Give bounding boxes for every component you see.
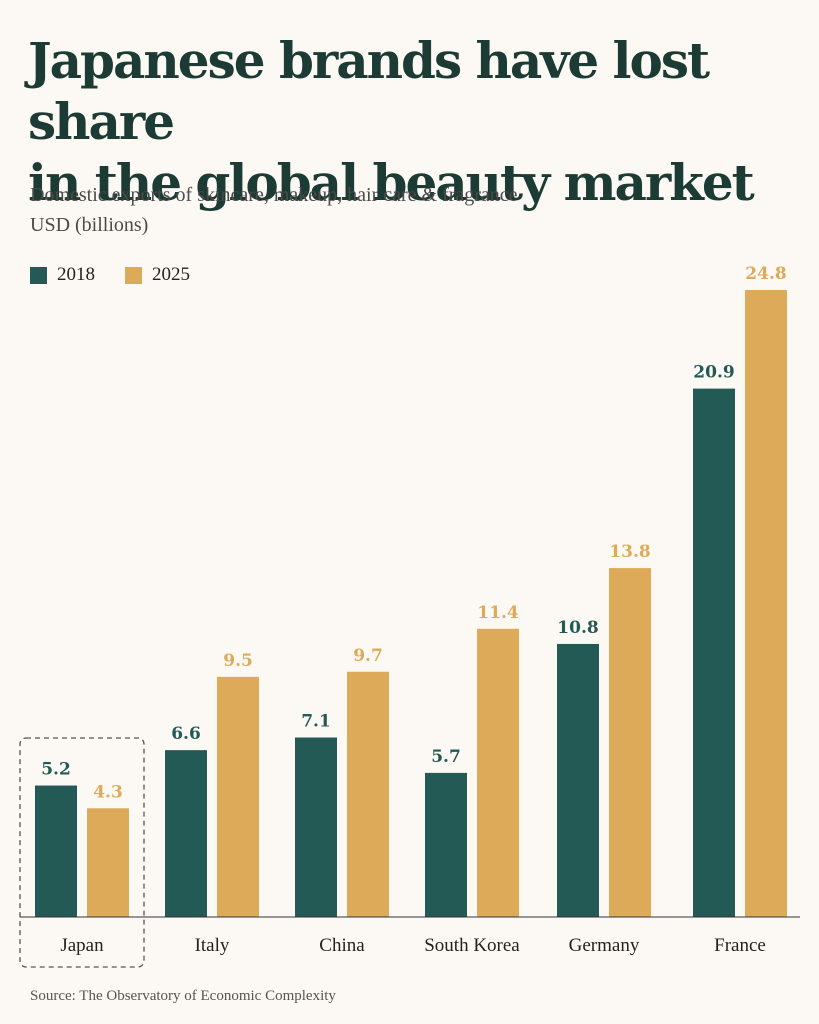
bar-italy-2025 xyxy=(217,676,259,917)
data-label-germany-2025: 13.8 xyxy=(609,542,650,562)
category-label-germany: Germany xyxy=(569,935,640,956)
data-label-germany-2018: 10.8 xyxy=(557,618,598,638)
bar-china-2018 xyxy=(295,737,337,917)
bar-japan-2018 xyxy=(35,785,77,917)
bar-south-korea-2025 xyxy=(477,628,519,917)
category-label-south-korea: South Korea xyxy=(424,935,520,956)
data-label-italy-2025: 9.5 xyxy=(223,651,253,671)
bar-south-korea-2018 xyxy=(425,772,467,917)
legend-label-2018: 2018 xyxy=(57,264,95,285)
subtitle-line-2: USD (billions) xyxy=(30,214,149,236)
bar-germany-2025 xyxy=(609,568,651,917)
data-label-japan-2025: 4.3 xyxy=(93,782,123,802)
legend-swatch-2025 xyxy=(125,266,142,284)
chart-title: Japanese brands have lost share in the g… xyxy=(28,30,818,213)
chart-legend: 2018 2025 xyxy=(30,264,220,286)
data-label-italy-2018: 6.6 xyxy=(171,724,201,744)
bar-italy-2018 xyxy=(165,750,207,917)
chart-subtitle: Domestic exports of skincare, makeup, ha… xyxy=(30,180,518,240)
bar-japan-2025 xyxy=(87,808,129,917)
bar-germany-2018 xyxy=(557,643,599,917)
data-label-france-2018: 20.9 xyxy=(693,363,734,383)
chart-title-line-2: in the global beauty market xyxy=(28,153,755,212)
highlight-box-japan xyxy=(19,737,145,968)
chart-title-line-1: Japanese brands have lost share xyxy=(28,31,710,151)
legend-label-2025: 2025 xyxy=(152,264,190,285)
data-label-china-2018: 7.1 xyxy=(301,711,331,731)
data-label-france-2025: 24.8 xyxy=(745,264,786,284)
legend-item-2018: 2018 xyxy=(30,264,95,286)
data-label-south-korea-2018: 5.7 xyxy=(431,747,461,767)
legend-item-2025: 2025 xyxy=(125,264,190,286)
bar-china-2025 xyxy=(347,671,389,917)
category-label-france: France xyxy=(714,935,766,956)
category-label-italy: Italy xyxy=(195,935,230,956)
category-label-japan: Japan xyxy=(60,935,104,956)
data-label-south-korea-2025: 11.4 xyxy=(477,603,519,623)
subtitle-line-1: Domestic exports of skincare, makeup, ha… xyxy=(30,184,518,206)
data-label-japan-2018: 5.2 xyxy=(41,760,71,780)
legend-swatch-2018 xyxy=(30,266,47,284)
bar-france-2018 xyxy=(693,388,735,917)
category-label-china: China xyxy=(319,935,365,956)
data-label-china-2025: 9.7 xyxy=(353,646,383,666)
bar-france-2025 xyxy=(745,290,787,917)
source-note: Source: The Observatory of Economic Comp… xyxy=(30,988,336,1004)
